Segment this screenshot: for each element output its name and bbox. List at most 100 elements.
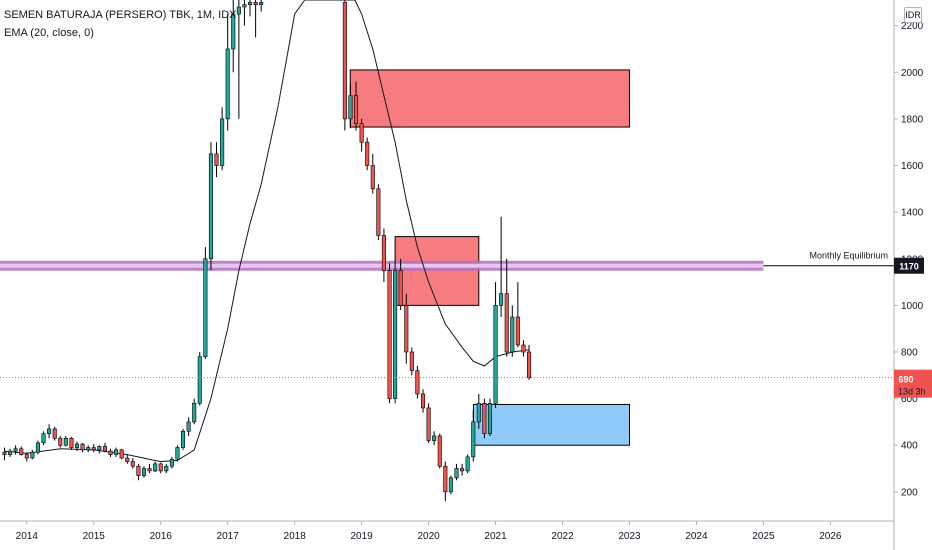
candle[interactable] <box>521 340 526 357</box>
candle[interactable] <box>398 258 403 311</box>
time-axis[interactable]: 2014 2015 2016 2017 2018 2019 2020 2021 2022 2023… <box>16 521 842 542</box>
indicator-legend[interactable]: EMA (20, close, 0) <box>4 27 94 39</box>
candle[interactable] <box>448 475 453 495</box>
candle-body <box>63 437 68 446</box>
candle[interactable] <box>153 461 158 473</box>
candle[interactable] <box>504 258 509 357</box>
candle[interactable] <box>47 424 52 439</box>
candle[interactable] <box>420 389 426 413</box>
candle[interactable] <box>141 466 147 478</box>
candle[interactable] <box>365 137 370 171</box>
candle-body <box>169 458 174 467</box>
price-tick-label: 1400 <box>901 208 924 219</box>
candle[interactable] <box>426 403 431 443</box>
candle[interactable] <box>119 448 124 460</box>
candle[interactable] <box>63 435 68 447</box>
candle[interactable] <box>493 282 498 408</box>
candle[interactable] <box>527 345 532 380</box>
candle[interactable] <box>409 347 414 376</box>
candle[interactable] <box>2 447 7 461</box>
candle-body <box>398 270 403 306</box>
candle[interactable] <box>108 448 113 457</box>
candle[interactable] <box>35 440 40 455</box>
candle[interactable] <box>348 83 353 129</box>
candle[interactable] <box>482 398 487 439</box>
candle[interactable] <box>487 398 493 436</box>
candle-body <box>432 435 437 441</box>
candle[interactable] <box>136 463 141 481</box>
candle[interactable] <box>376 184 381 241</box>
candle[interactable] <box>8 448 13 457</box>
candle[interactable] <box>214 142 219 178</box>
candle[interactable] <box>359 118 364 152</box>
candle[interactable] <box>387 263 392 404</box>
candle[interactable] <box>86 445 91 453</box>
candle[interactable] <box>370 153 375 194</box>
candle[interactable] <box>197 351 202 406</box>
candle[interactable] <box>253 0 258 38</box>
candle[interactable] <box>186 417 191 436</box>
candle[interactable] <box>476 393 481 429</box>
candle[interactable] <box>247 0 253 17</box>
candle[interactable] <box>203 247 208 359</box>
candle[interactable] <box>169 456 174 469</box>
candle[interactable] <box>465 454 470 474</box>
candle[interactable] <box>443 461 448 502</box>
candle[interactable] <box>415 365 420 399</box>
candle[interactable] <box>102 442 107 453</box>
candle[interactable] <box>114 447 119 457</box>
candle[interactable] <box>432 431 437 446</box>
candle-body <box>476 402 481 423</box>
candle-body <box>125 457 130 462</box>
candle[interactable] <box>259 0 264 12</box>
candle[interactable] <box>125 454 130 464</box>
candle[interactable] <box>342 0 347 131</box>
candle[interactable] <box>13 445 18 455</box>
candle[interactable] <box>192 398 197 425</box>
ema-line <box>4 0 530 463</box>
candle[interactable] <box>454 463 459 481</box>
candle[interactable] <box>236 0 241 119</box>
candle[interactable] <box>24 452 29 462</box>
candle[interactable] <box>91 444 96 453</box>
candle[interactable] <box>220 107 225 171</box>
supply-zone-middle[interactable] <box>394 236 480 306</box>
candle[interactable] <box>208 142 213 271</box>
candle[interactable] <box>52 426 57 441</box>
candle[interactable] <box>437 433 442 469</box>
candle[interactable] <box>180 428 186 450</box>
candle[interactable] <box>354 81 359 131</box>
candle-body <box>192 402 197 423</box>
candle[interactable] <box>19 446 24 456</box>
candle[interactable] <box>58 435 63 448</box>
equilibrium-price-label: 1170 <box>894 257 924 274</box>
candle[interactable] <box>381 228 386 283</box>
candle[interactable] <box>460 463 465 476</box>
candle[interactable] <box>164 463 169 474</box>
candle[interactable] <box>393 258 398 404</box>
candle[interactable] <box>510 305 515 357</box>
candle[interactable] <box>175 445 180 462</box>
candle[interactable] <box>499 216 504 318</box>
candle[interactable] <box>69 437 74 450</box>
candle[interactable] <box>74 441 80 452</box>
demand-zone[interactable] <box>472 403 630 446</box>
candle[interactable] <box>41 431 46 446</box>
candle[interactable] <box>30 449 35 460</box>
candle[interactable] <box>147 463 152 474</box>
candle[interactable] <box>404 293 409 364</box>
candle[interactable] <box>471 410 476 462</box>
candle[interactable] <box>80 442 85 453</box>
candle[interactable] <box>158 462 163 474</box>
candle[interactable] <box>225 13 230 131</box>
candle[interactable] <box>242 0 247 26</box>
candle[interactable] <box>97 445 102 454</box>
candle[interactable] <box>231 0 236 73</box>
supply-zone-upper[interactable] <box>349 69 630 128</box>
currency-badge[interactable]: IDR <box>904 7 922 23</box>
candle[interactable] <box>515 282 520 348</box>
candle-body <box>487 402 493 434</box>
candle-body <box>114 449 119 455</box>
candle[interactable] <box>130 458 135 469</box>
